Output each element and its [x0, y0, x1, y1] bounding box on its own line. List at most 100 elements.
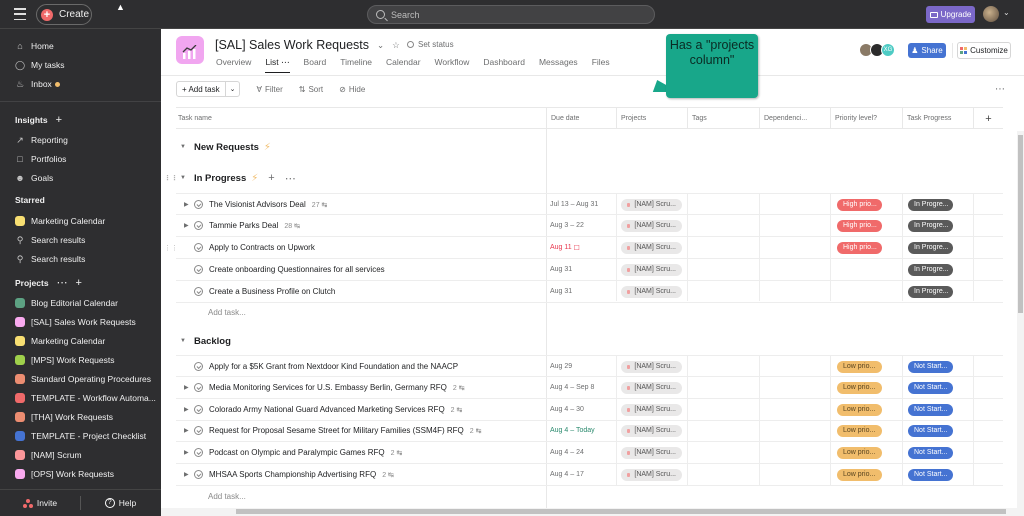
- task-name-cell[interactable]: Request for Proposal Sesame Street for M…: [194, 420, 481, 441]
- drag-handle-icon[interactable]: ⋮⋮: [164, 175, 178, 182]
- project-pill[interactable]: [NAM] Scru...: [621, 241, 682, 254]
- progress-pill[interactable]: Not Start...: [908, 424, 953, 437]
- progress-pill[interactable]: Not Start...: [908, 468, 953, 481]
- user-avatar[interactable]: [983, 6, 999, 22]
- tab-messages[interactable]: Messages: [538, 57, 578, 67]
- task-name-cell[interactable]: The Visionist Advisors Deal 27 ↹: [194, 194, 327, 215]
- project-item[interactable]: [SAL] Sales Work Requests: [15, 315, 136, 329]
- scrollbar-thumb[interactable]: [236, 509, 1006, 514]
- column-header-tags[interactable]: Tags: [687, 108, 759, 129]
- invite-button[interactable]: Invite: [0, 498, 80, 508]
- priority-pill[interactable]: Low prio...: [837, 424, 882, 437]
- table-row[interactable]: ▶ Colorado Army National Guard Advanced …: [176, 399, 1003, 421]
- progress-pill[interactable]: Not Start...: [908, 360, 953, 373]
- add-task-inline[interactable]: Add task...: [208, 492, 246, 501]
- project-item[interactable]: Blog Editorial Calendar: [15, 296, 118, 310]
- priority-pill[interactable]: High prio...: [837, 198, 882, 211]
- due-date[interactable]: Aug 11 ☐: [546, 237, 580, 258]
- complete-check-icon[interactable]: [194, 221, 203, 230]
- table-row[interactable]: ▶ MHSAA Sports Championship Advertising …: [176, 464, 1003, 486]
- help-button[interactable]: ? Help: [80, 496, 160, 510]
- column-header-projects[interactable]: Projects: [616, 108, 687, 129]
- progress-pill[interactable]: In Progre...: [908, 285, 953, 298]
- add-icon[interactable]: +: [268, 172, 275, 184]
- project-pill[interactable]: [NAM] Scru...: [621, 219, 682, 232]
- add-task-inline[interactable]: Add task...: [208, 308, 246, 317]
- complete-check-icon[interactable]: [194, 265, 203, 274]
- complete-check-icon[interactable]: [194, 426, 203, 435]
- share-button[interactable]: ♟ Share: [908, 43, 946, 58]
- progress-pill[interactable]: Not Start...: [908, 403, 953, 416]
- section-header-backlog[interactable]: ▼ Backlog: [176, 330, 231, 352]
- progress-pill[interactable]: Not Start...: [908, 446, 953, 459]
- sidebar-item-goals[interactable]: ☻ Goals: [15, 171, 53, 185]
- priority-pill[interactable]: Low prio...: [837, 468, 882, 481]
- collapse-triangle-icon[interactable]: ▼: [180, 175, 186, 181]
- due-date[interactable]: Aug 4 – 24: [550, 449, 584, 456]
- collapse-triangle-icon[interactable]: ▼: [180, 338, 186, 344]
- expand-triangle-icon[interactable]: ▶: [184, 223, 189, 229]
- expand-triangle-icon[interactable]: ▶: [184, 202, 189, 208]
- table-row[interactable]: Create a Business Profile on Clutch Aug …: [176, 281, 1003, 303]
- task-name-cell[interactable]: Create a Business Profile on Clutch: [194, 281, 335, 302]
- project-item[interactable]: [NAM] Scrum: [15, 448, 82, 462]
- due-date[interactable]: Aug 4 – 30: [550, 406, 584, 413]
- tab-workflow[interactable]: Workflow: [434, 57, 470, 67]
- tab-overview[interactable]: Overview: [216, 57, 252, 67]
- complete-check-icon[interactable]: [194, 405, 203, 414]
- due-date[interactable]: Jul 13 – Aug 31: [550, 201, 599, 208]
- table-row[interactable]: ▶ Podcast on Olympic and Paralympic Game…: [176, 442, 1003, 464]
- starred-item-marketing-calendar[interactable]: Marketing Calendar: [15, 214, 105, 228]
- task-name-cell[interactable]: Create onboarding Questionnaires for all…: [194, 259, 385, 280]
- due-date[interactable]: Aug 4 – 17: [550, 471, 584, 478]
- customize-button[interactable]: Customize: [957, 42, 1011, 59]
- tab-dashboard[interactable]: Dashboard: [483, 57, 525, 67]
- project-members[interactable]: XG: [859, 43, 895, 57]
- column-header-due-date[interactable]: Due date: [546, 108, 616, 129]
- tab-board[interactable]: Board: [303, 57, 327, 67]
- vertical-scrollbar[interactable]: [1017, 131, 1024, 516]
- table-row[interactable]: ▶ Request for Proposal Sesame Street for…: [176, 420, 1003, 442]
- table-row[interactable]: ▶ Media Monitoring Services for U.S. Emb…: [176, 377, 1003, 399]
- due-date[interactable]: Aug 31: [550, 266, 573, 273]
- add-task-label[interactable]: + Add task: [177, 82, 226, 96]
- upgrade-button[interactable]: Upgrade: [926, 6, 975, 23]
- project-pill[interactable]: [NAM] Scru...: [621, 360, 682, 373]
- expand-triangle-icon[interactable]: ▶: [184, 428, 189, 434]
- complete-check-icon[interactable]: [194, 243, 203, 252]
- filter-button[interactable]: ∀ Filter: [256, 85, 282, 94]
- add-icon[interactable]: +: [55, 114, 63, 126]
- column-header-dependencies[interactable]: Dependenci...: [759, 108, 830, 129]
- table-row[interactable]: Create onboarding Questionnaires for all…: [176, 259, 1003, 281]
- task-name-cell[interactable]: Apply for a $5K Grant from Nextdoor Kind…: [194, 356, 458, 377]
- menu-icon[interactable]: [14, 8, 26, 20]
- tab-timeline[interactable]: Timeline: [340, 57, 373, 67]
- horizontal-scrollbar[interactable]: [161, 508, 1017, 516]
- priority-pill[interactable]: High prio...: [837, 241, 882, 254]
- due-date[interactable]: Aug 4 – Today: [550, 427, 595, 434]
- column-header-task-progress[interactable]: Task Progress: [902, 108, 973, 129]
- complete-check-icon[interactable]: [194, 362, 203, 371]
- tab-files[interactable]: Files: [591, 57, 610, 67]
- expand-triangle-icon[interactable]: ▶: [184, 385, 189, 391]
- priority-pill[interactable]: High prio...: [837, 219, 882, 232]
- hide-button[interactable]: ⊘ Hide: [339, 85, 365, 94]
- progress-pill[interactable]: In Progre...: [908, 263, 953, 276]
- complete-check-icon[interactable]: [194, 287, 203, 296]
- complete-check-icon[interactable]: [194, 383, 203, 392]
- project-item[interactable]: [OPS] Work Requests: [15, 467, 114, 481]
- project-item[interactable]: TEMPLATE - Project Checklist: [15, 429, 146, 443]
- tab-calendar[interactable]: Calendar: [386, 57, 421, 67]
- progress-pill[interactable]: In Progre...: [908, 198, 953, 211]
- priority-pill[interactable]: Low prio...: [837, 446, 882, 459]
- add-icon[interactable]: +: [75, 276, 82, 289]
- project-item[interactable]: [MPS] Work Requests: [15, 353, 114, 367]
- task-name-cell[interactable]: MHSAA Sports Championship Advertising RF…: [194, 464, 394, 485]
- table-row[interactable]: ▶ The Visionist Advisors Deal 27 ↹ Jul 1…: [176, 193, 1003, 215]
- more-icon[interactable]: ⋯: [281, 57, 290, 67]
- collapse-triangle-icon[interactable]: ▼: [180, 144, 186, 150]
- complete-check-icon[interactable]: [194, 470, 203, 479]
- task-name-cell[interactable]: Tammie Parks Deal 28 ↹: [194, 215, 300, 236]
- project-item[interactable]: [THA] Work Requests: [15, 410, 113, 424]
- more-options-icon[interactable]: ⋯: [995, 84, 1006, 95]
